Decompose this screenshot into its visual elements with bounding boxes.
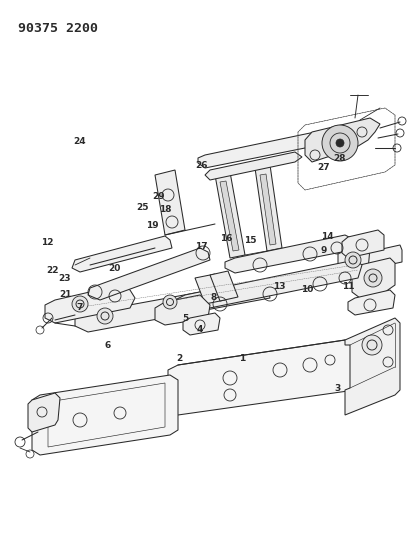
Text: 23: 23 xyxy=(58,274,70,282)
Text: 19: 19 xyxy=(146,221,159,230)
Text: 20: 20 xyxy=(108,264,120,272)
Polygon shape xyxy=(168,340,355,415)
Text: 16: 16 xyxy=(220,235,232,243)
Text: 2: 2 xyxy=(176,354,182,362)
Text: 5: 5 xyxy=(182,314,188,322)
Polygon shape xyxy=(45,285,135,323)
Circle shape xyxy=(362,335,382,355)
Circle shape xyxy=(322,125,358,161)
Polygon shape xyxy=(88,248,210,300)
Text: 4: 4 xyxy=(196,325,203,334)
Polygon shape xyxy=(195,274,225,304)
Polygon shape xyxy=(32,375,178,455)
Polygon shape xyxy=(255,165,282,251)
Polygon shape xyxy=(220,181,239,251)
Polygon shape xyxy=(338,243,370,275)
Polygon shape xyxy=(215,172,245,258)
Text: 18: 18 xyxy=(159,205,171,214)
Text: 22: 22 xyxy=(46,266,58,275)
Text: 7: 7 xyxy=(76,303,83,312)
Text: 90375 2200: 90375 2200 xyxy=(18,22,98,35)
Polygon shape xyxy=(210,271,238,301)
Polygon shape xyxy=(198,132,325,168)
Polygon shape xyxy=(75,282,270,332)
Text: 10: 10 xyxy=(301,285,313,294)
Circle shape xyxy=(163,295,177,309)
Text: 11: 11 xyxy=(342,282,354,291)
Polygon shape xyxy=(260,174,276,245)
Polygon shape xyxy=(155,295,210,325)
Polygon shape xyxy=(342,230,384,258)
Text: 15: 15 xyxy=(244,237,256,245)
Circle shape xyxy=(97,308,113,324)
Text: 24: 24 xyxy=(73,137,86,146)
Polygon shape xyxy=(348,245,402,272)
Text: 21: 21 xyxy=(59,290,71,299)
Text: 9: 9 xyxy=(320,246,327,255)
Circle shape xyxy=(336,139,344,147)
Text: 25: 25 xyxy=(136,204,149,212)
Text: 27: 27 xyxy=(317,164,330,172)
Polygon shape xyxy=(352,258,395,298)
Polygon shape xyxy=(72,236,172,272)
Circle shape xyxy=(72,296,88,312)
Text: 12: 12 xyxy=(41,238,53,247)
Text: 29: 29 xyxy=(152,192,165,200)
Circle shape xyxy=(364,269,382,287)
Text: 8: 8 xyxy=(210,293,217,302)
Circle shape xyxy=(345,252,361,268)
Polygon shape xyxy=(175,260,362,313)
Text: 3: 3 xyxy=(335,384,341,392)
Polygon shape xyxy=(348,290,395,315)
Polygon shape xyxy=(155,170,185,235)
Polygon shape xyxy=(305,118,380,162)
Text: 13: 13 xyxy=(273,282,285,291)
Text: 17: 17 xyxy=(195,242,208,251)
Polygon shape xyxy=(28,393,60,432)
Text: 26: 26 xyxy=(195,161,208,169)
Text: 14: 14 xyxy=(321,232,334,240)
Text: 1: 1 xyxy=(239,354,245,362)
Text: 6: 6 xyxy=(105,341,111,350)
Polygon shape xyxy=(183,313,220,335)
Text: 28: 28 xyxy=(334,155,346,163)
Polygon shape xyxy=(225,235,355,273)
Polygon shape xyxy=(205,152,302,180)
Polygon shape xyxy=(345,318,400,415)
